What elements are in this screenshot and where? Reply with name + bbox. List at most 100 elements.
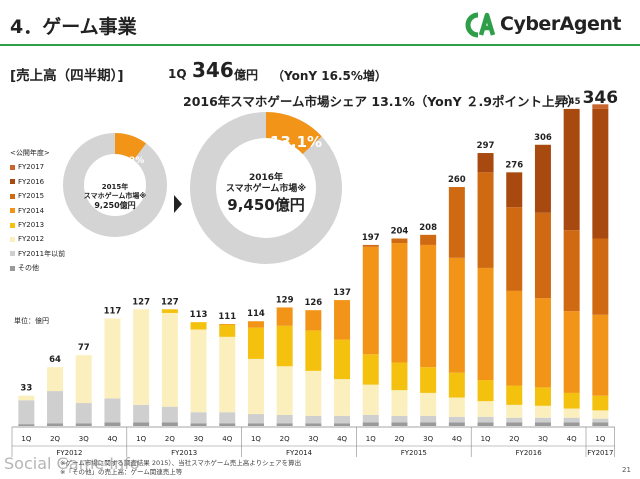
legend-label: その他 — [18, 264, 39, 273]
fiscal-year-label: FY2013 — [171, 449, 197, 457]
bar-segment — [563, 108, 580, 231]
bar-segment — [391, 362, 408, 391]
bar-segment — [47, 423, 64, 426]
bar-segment — [75, 403, 92, 424]
x-tick-label: 4Q — [337, 435, 347, 443]
donut-2015 — [63, 133, 167, 237]
bar-segment — [247, 414, 264, 424]
bar-segment — [592, 410, 609, 419]
legend-swatch — [10, 251, 15, 257]
bar-segment — [592, 418, 609, 423]
legend-item: FY2015 — [10, 189, 65, 203]
bar-segment — [477, 422, 494, 426]
bar-total-label: 306 — [534, 133, 552, 143]
bar-segment — [506, 404, 523, 418]
legend-swatch — [10, 222, 15, 228]
bar-segment — [477, 153, 494, 173]
x-tick-label: 4Q — [567, 435, 577, 443]
bar-total-label: 117 — [104, 306, 122, 316]
x-tick-label: 2Q — [50, 435, 60, 443]
bar-total-label: 127 — [132, 297, 150, 307]
quarter-value: 346 — [192, 58, 234, 82]
x-tick-label: 4Q — [222, 435, 232, 443]
bar-segment — [47, 367, 64, 392]
bar-segment — [391, 243, 408, 363]
bar-segment — [219, 412, 236, 424]
logo-text: CyberAgent — [500, 13, 622, 35]
donut-2016-share-label: 13.1% — [270, 133, 323, 151]
fiscal-year-label: FY2017 — [587, 449, 613, 457]
donut-2016-share-slice — [266, 112, 322, 155]
legend-label: FY2011年以前 — [18, 249, 66, 258]
bar-segment — [362, 246, 379, 355]
quarter-label: 1Q — [168, 67, 187, 81]
bar-segment — [563, 311, 580, 393]
bar-segment — [420, 422, 437, 426]
bar-segment — [592, 422, 609, 426]
bar-segment — [104, 318, 121, 399]
x-tick-label: 1Q — [251, 435, 261, 443]
bar-segment — [534, 387, 551, 406]
bar-segment — [47, 391, 64, 424]
bar-segment — [563, 230, 580, 312]
x-tick-label: 3Q — [79, 435, 89, 443]
bar-segment — [534, 298, 551, 388]
bar-total-label: 126 — [304, 298, 322, 308]
watermark: Social Game Info — [4, 454, 140, 473]
bar-segment — [161, 312, 178, 407]
bar-segment — [477, 401, 494, 417]
x-tick-label: 1Q — [136, 435, 146, 443]
legend-item: FY2014 — [10, 204, 65, 218]
fiscal-year-label: FY2012 — [56, 449, 82, 457]
legend-item: その他 — [10, 261, 65, 275]
bar-segment — [190, 412, 207, 424]
bar-segment — [420, 234, 437, 245]
bar-total-label: 276 — [505, 160, 523, 170]
x-tick-label: 2Q — [394, 435, 404, 443]
bar-segment — [133, 422, 150, 426]
bar-segment — [190, 423, 207, 426]
bar-total-label: 113 — [190, 310, 208, 320]
legend-label: FY2015 — [18, 192, 45, 201]
bar-segment — [506, 207, 523, 291]
page-title: 4．ゲーム事業 — [10, 16, 137, 38]
bar-segment — [247, 321, 264, 328]
bar-segment — [534, 422, 551, 426]
bar-segment — [190, 322, 207, 330]
bar-segment — [104, 398, 121, 423]
bar-segment — [391, 422, 408, 426]
bar-segment — [305, 423, 322, 426]
bar-segment — [190, 329, 207, 413]
bar-segment — [276, 325, 293, 367]
bar-segment — [477, 172, 494, 268]
legend-label: FY2014 — [18, 206, 45, 215]
bar-segment — [592, 395, 609, 411]
donut-2015-center: 2015年 スマホゲーム市場※ 9,250億円 — [60, 183, 170, 210]
donut-2015-line1: 2015年 — [101, 183, 129, 191]
bar-segment — [506, 385, 523, 405]
bar-segment — [506, 290, 523, 386]
bar-segment — [534, 405, 551, 418]
section-subtitle: [売上高（四半期）] — [10, 68, 124, 84]
bar-segment — [161, 422, 178, 426]
bar-segment — [448, 397, 465, 417]
bar-segment — [477, 380, 494, 402]
bar-segment — [506, 417, 523, 423]
legend-item: FY2012 — [10, 232, 65, 246]
bar-segment — [563, 417, 580, 423]
bar-segment — [420, 392, 437, 416]
fiscal-year-label: FY2014 — [286, 449, 313, 457]
unit-label: 単位：億円 — [14, 317, 49, 325]
bar-segment — [592, 104, 609, 109]
bar-total-label: 297 — [477, 141, 495, 151]
bar-segment — [506, 422, 523, 426]
donut-2015-share-label: 10.2% — [113, 156, 145, 166]
bar-total-label: 129 — [276, 295, 294, 305]
bar-total-label: 204 — [391, 227, 409, 237]
bar-total-label: 127 — [161, 297, 179, 307]
bar-segment — [305, 330, 322, 371]
legend-swatch — [10, 208, 15, 214]
source-line-2: ※「その他」の売上高：ゲーム関連売上等 — [60, 468, 183, 476]
source-note: ※ゲーム市場に関する調査結果 2015）、当社スマホゲーム売上高よりシェアを算出… — [60, 459, 301, 477]
legend-swatch — [10, 165, 15, 171]
